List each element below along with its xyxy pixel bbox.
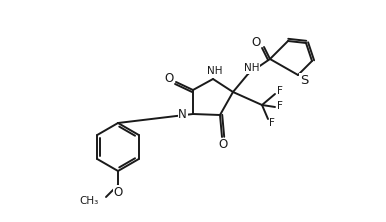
Text: F: F bbox=[277, 86, 283, 96]
Text: O: O bbox=[113, 186, 123, 198]
Text: S: S bbox=[300, 73, 308, 87]
Text: O: O bbox=[251, 36, 261, 48]
Text: NH: NH bbox=[244, 63, 260, 73]
Text: F: F bbox=[277, 101, 283, 111]
Text: NH: NH bbox=[207, 66, 223, 76]
Text: N: N bbox=[178, 109, 187, 121]
Text: O: O bbox=[218, 139, 228, 151]
Text: CH₃: CH₃ bbox=[80, 196, 99, 206]
Text: O: O bbox=[164, 71, 174, 85]
Text: F: F bbox=[269, 118, 275, 128]
